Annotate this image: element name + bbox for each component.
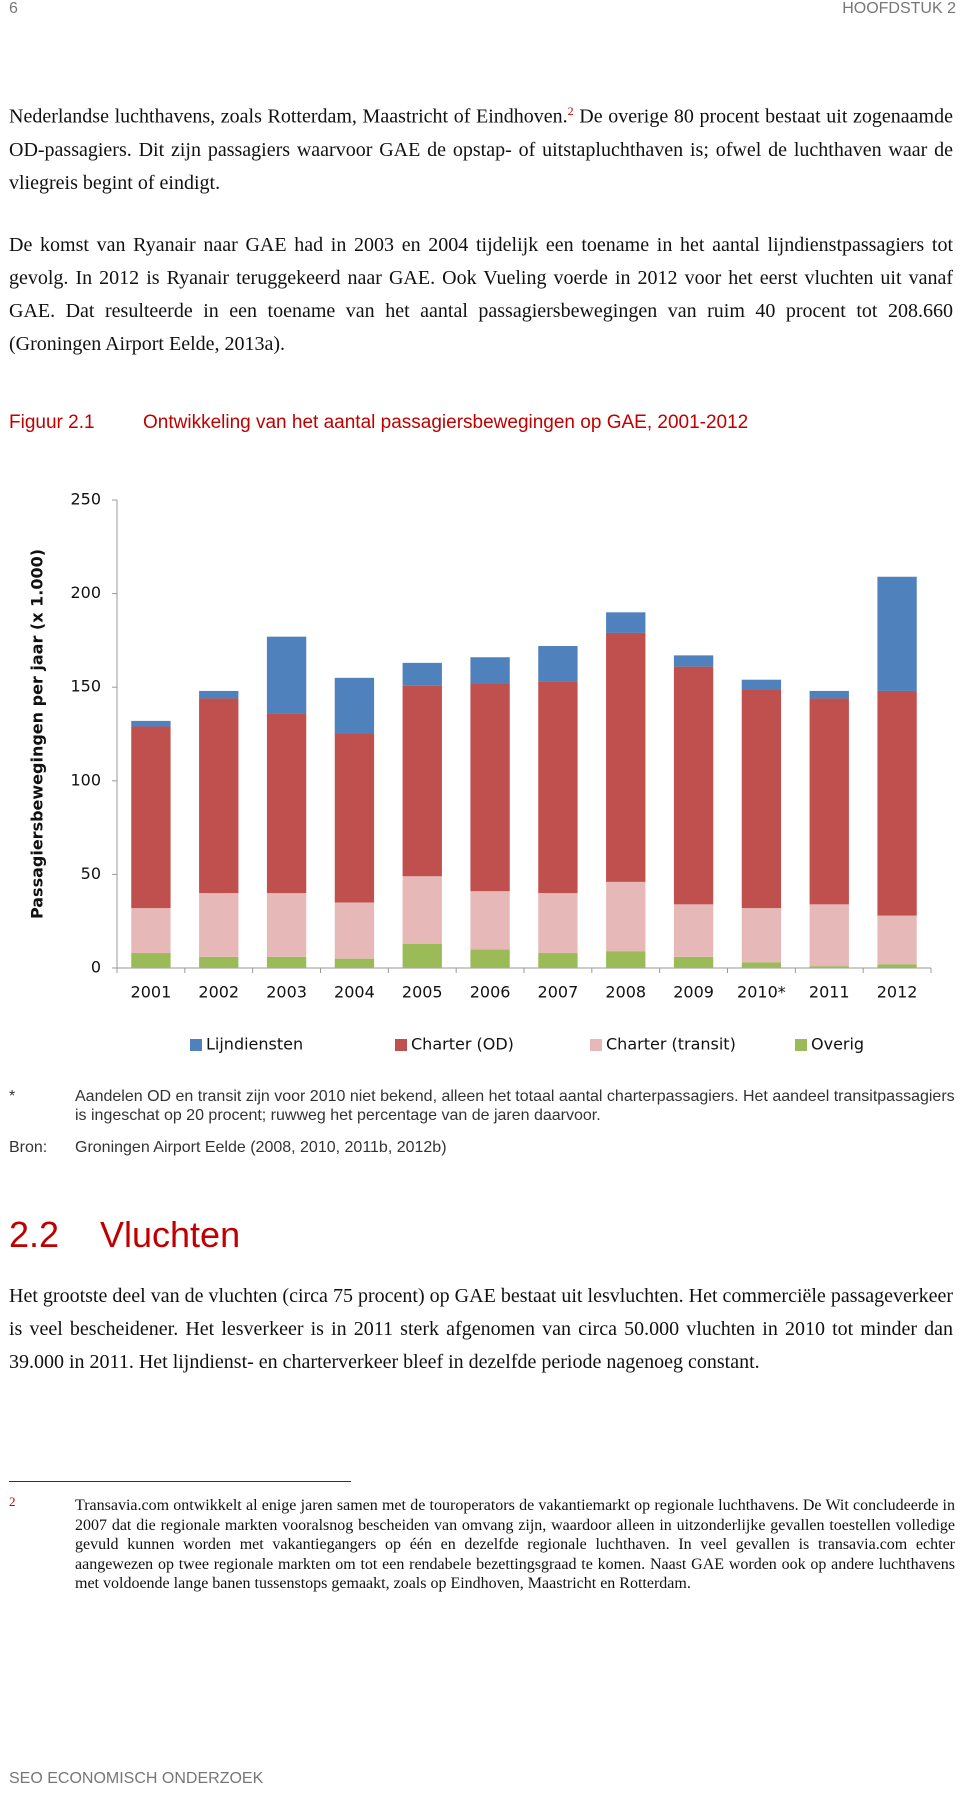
chapter-header: HOOFDSTUK 2 [842, 0, 956, 17]
bar-segment [266, 636, 307, 714]
bar-segment [402, 685, 442, 877]
note: Groningen Airport Eelde (2008, 2010, 201… [75, 1139, 447, 1156]
paragraph: Nederlandse luchthavens, zoals Rotterdam… [9, 95, 953, 200]
bar-segment [538, 893, 578, 954]
note-marker: Bron: [9, 1139, 48, 1156]
page-number: 6 [9, 0, 18, 17]
x-tick-label: 2009 [673, 983, 714, 1002]
bar-segment [673, 904, 714, 957]
x-tick-label: 2011 [809, 983, 850, 1002]
bar-segment [334, 902, 375, 959]
legend-swatch [590, 1039, 602, 1051]
bar-segment [606, 612, 646, 633]
footnote-rule [9, 1481, 351, 1482]
bar-segment [402, 662, 442, 686]
bar-segment [809, 966, 849, 968]
bar-segment [470, 949, 510, 968]
bar-segment [334, 734, 375, 903]
bar-segment [741, 679, 782, 690]
bar-segment [402, 943, 442, 968]
bar-segment [199, 893, 239, 957]
footnote-ref: 2 [567, 104, 574, 118]
bar-segment [131, 953, 171, 968]
x-tick-label: 2003 [266, 983, 307, 1002]
footer: SEO ECONOMISCH ONDERZOEK [9, 1770, 264, 1787]
x-tick-label: 2008 [605, 983, 646, 1002]
bar-segment [266, 956, 307, 968]
bar-segment [199, 698, 239, 894]
bar-segment [199, 690, 239, 699]
paragraph: Het grootste deel van de vluchten (circa… [9, 1285, 953, 1373]
legend-label: Charter (OD) [411, 1035, 514, 1054]
section-title: Vluchten [100, 1214, 241, 1255]
section-number: 2.2 [9, 1214, 60, 1255]
bar-segment [266, 893, 307, 957]
legend-swatch [795, 1039, 807, 1051]
bar-segment [809, 690, 849, 699]
y-tick-label: 100 [70, 770, 101, 789]
y-axis-label: Passagiersbewegingen per jaar (x 1.000) [28, 549, 47, 919]
bar-segment [266, 713, 307, 894]
legend-label: Charter (transit) [606, 1035, 736, 1054]
bar-segment [673, 666, 714, 905]
figure-label: Figuur 2.1 [9, 412, 95, 433]
x-tick-label: 2002 [198, 983, 239, 1002]
bar-segment [470, 891, 510, 950]
text: Nederlandse luchthavens, zoals Rotterdam… [9, 105, 568, 128]
x-tick-label: 2004 [334, 983, 375, 1002]
bar-segment [538, 953, 578, 968]
bar-segment [877, 576, 917, 691]
legend-label: Lijndiensten [206, 1035, 303, 1054]
bar-segment [809, 904, 849, 967]
bar-segment [402, 876, 442, 944]
note: Aandelen OD en transit zijn voor 2010 ni… [75, 1088, 955, 1124]
x-tick-label: 2012 [877, 983, 918, 1002]
y-tick-label: 0 [91, 958, 101, 977]
x-tick-label: 2006 [470, 983, 511, 1002]
bar-segment [877, 964, 917, 968]
bar-segment [673, 655, 714, 667]
bar-segment [131, 720, 171, 727]
chart: 0 50 100 150 200 250 Passagiersbewegingen per … [28, 490, 932, 1054]
figure-title: Ontwikkeling van het aantal passagiersbe… [143, 412, 749, 433]
bar-segment [741, 908, 782, 963]
bar-segment [673, 956, 714, 968]
bar-segment [877, 915, 917, 965]
bar-segment [334, 677, 375, 734]
legend-swatch [190, 1039, 202, 1051]
bar-segment [809, 698, 849, 905]
footnote: Transavia.com ontwikkelt al enige jaren … [75, 1497, 955, 1592]
legend-label: Overig [811, 1035, 864, 1054]
bar-segment [606, 632, 646, 882]
bar-segment [131, 908, 171, 954]
bar-segment [199, 956, 239, 968]
x-tick-label: 2010* [737, 983, 786, 1002]
bar-segment [877, 690, 917, 916]
x-tick-label: 2005 [402, 983, 443, 1002]
footnote-marker: 2 [9, 1494, 16, 1509]
text: De overige 80 procent bestaat uit zogena… [9, 105, 953, 194]
bar-segment [741, 689, 782, 909]
x-tick-label: 2007 [538, 983, 579, 1002]
bar-segment [606, 951, 646, 968]
y-tick-label: 200 [70, 583, 101, 602]
bar-segment [334, 958, 375, 968]
x-tick-label: 2001 [131, 983, 172, 1002]
y-tick-label: 50 [81, 864, 101, 883]
y-tick-label: 150 [70, 677, 101, 696]
legend-swatch [395, 1039, 407, 1051]
bar-segment [470, 683, 510, 892]
bar-segment [470, 657, 510, 684]
bar-segment [538, 646, 578, 682]
bar-segment [131, 726, 171, 909]
bar-segment [538, 681, 578, 894]
bar-segment [741, 962, 782, 968]
bar-segment [606, 881, 646, 952]
note-marker: * [9, 1088, 16, 1105]
y-tick-label: 250 [70, 490, 101, 509]
paragraph: De komst van Ryanair naar GAE had in 200… [9, 234, 953, 355]
